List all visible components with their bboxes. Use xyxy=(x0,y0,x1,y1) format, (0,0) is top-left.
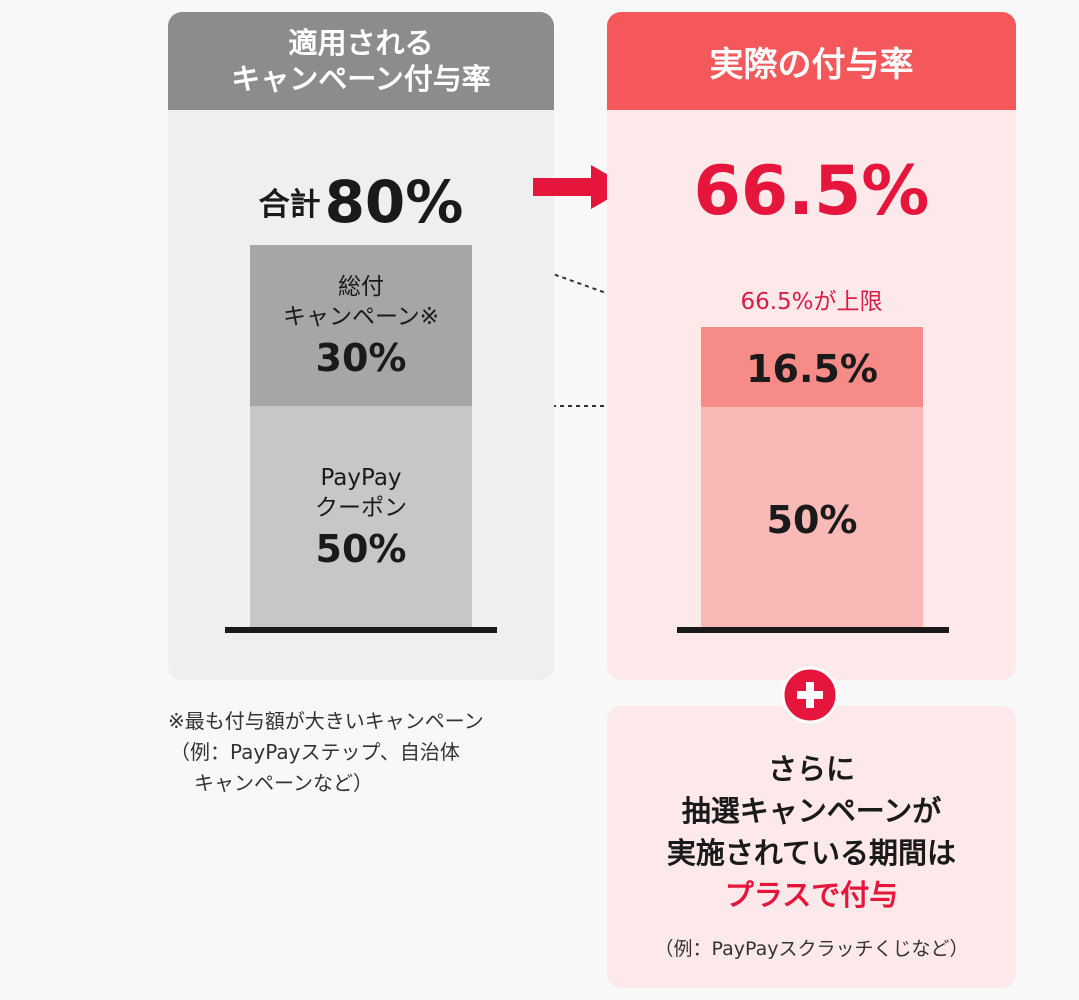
applied-total-value: 80% xyxy=(324,168,464,236)
bonus-highlight: プラスで付与 xyxy=(724,878,899,912)
footnote-line2: （例：PayPayステップ、自治体 xyxy=(170,740,460,764)
actual-total-value: 66.5% xyxy=(693,152,930,231)
arrow-right-icon xyxy=(533,165,629,209)
base-bar: 50% xyxy=(701,407,923,628)
actual-rate-header: 実際の付与率 xyxy=(607,12,1016,110)
extra-bar-value: 16.5% xyxy=(746,347,878,391)
coupon-bar-label-line2: クーポン xyxy=(315,495,407,521)
plus-icon xyxy=(781,666,839,724)
coupon-bar-value: 50% xyxy=(315,527,407,571)
coupon-bar: PayPay クーポン 50% xyxy=(250,406,472,628)
footnote-line1: ※最も付与額が大きいキャンペーン xyxy=(168,709,484,733)
bonus-note: （例：PayPayスクラッチくじなど） xyxy=(654,938,969,960)
footnote: ※最も付与額が大きいキャンペーン （例：PayPayステップ、自治体 キャンペー… xyxy=(168,706,484,799)
campaign-bar: 総付 キャンペーン※ 30% xyxy=(250,245,472,406)
bonus-line1: さらに xyxy=(767,752,855,786)
applied-rate-header-line1: 適用される xyxy=(288,26,434,60)
bonus-box: さらに 抽選キャンペーンが 実施されている期間は プラスで付与 （例：PayPa… xyxy=(607,706,1016,988)
cap-label: 66.5%が上限 xyxy=(740,289,883,315)
campaign-bar-label-line2: キャンペーン※ xyxy=(282,303,440,330)
right-baseline xyxy=(677,627,949,633)
campaign-bar-value: 30% xyxy=(315,335,407,380)
applied-total: 合計 80% xyxy=(168,162,554,232)
applied-rate-header: 適用される キャンペーン付与率 xyxy=(168,12,554,110)
coupon-bar-label-line1: PayPay xyxy=(320,465,402,491)
left-baseline xyxy=(225,627,497,633)
base-bar-value: 50% xyxy=(766,497,858,542)
campaign-bar-label-line1: 総付 xyxy=(338,273,384,300)
applied-rate-header-line2: キャンペーン付与率 xyxy=(231,62,491,96)
bonus-line2: 抽選キャンペーンが xyxy=(681,794,942,828)
extra-bar: 16.5% xyxy=(701,327,923,407)
bonus-line3: 実施されている期間は xyxy=(666,836,957,870)
applied-rate-panel: 適用される キャンペーン付与率 合計 80% 総付 キャンペーン※ 30% Pa… xyxy=(168,12,554,680)
footnote-line3: キャンペーンなど） xyxy=(194,771,373,795)
bonus-text: さらに 抽選キャンペーンが 実施されている期間は プラスで付与 xyxy=(607,748,1016,916)
actual-rate-panel: 実際の付与率 66.5% 66.5%が上限 16.5% 50% xyxy=(607,12,1016,680)
applied-total-label: 合計 xyxy=(258,187,321,223)
